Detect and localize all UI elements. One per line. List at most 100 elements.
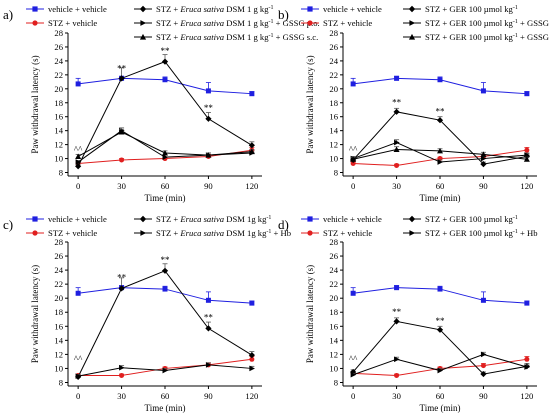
data-point: [75, 159, 82, 165]
y-tick-label: 26: [54, 251, 63, 261]
data-point: [249, 300, 255, 306]
data-point: [248, 148, 255, 155]
x-tick-label: 120: [245, 391, 258, 401]
data-point: [119, 372, 125, 378]
x-tick-label: 90: [479, 391, 488, 401]
panel-label: c): [3, 217, 13, 232]
y-tick-label: 14: [54, 335, 63, 345]
y-axis-label: Paw withdrawal latency (s): [30, 265, 40, 363]
series-2-legend-part: -1: [513, 215, 518, 221]
series-1-legend-text: STZ + vehicle: [48, 228, 97, 238]
series-3-legend-part: DSM 1g kg: [224, 228, 267, 238]
series-2-legend-part: DSM 1g kg: [224, 214, 267, 224]
panel-d: d) vehicle + vehicle STZ + vehicle STZ + GE…: [278, 214, 538, 413]
series-3-legend-part: STZ + GER 100 µmol kg: [425, 228, 514, 238]
legend-entry: STZ + GER 100 µmol kg-1 + GSSG p.o.: [403, 18, 550, 28]
series-0-legend-text: vehicle + vehicle: [48, 4, 107, 14]
data-point: [350, 290, 356, 296]
y-tick-label: 26: [54, 42, 63, 52]
x-tick-label: 90: [479, 181, 488, 191]
significance-mark: ^^: [74, 144, 83, 154]
legend-marker: [140, 20, 147, 26]
series-3-legend-part: -1: [266, 229, 271, 235]
data-point: [524, 356, 530, 362]
data-point: [75, 153, 82, 159]
series-2-legend-text: STZ + GER 100 µmol kg-1: [425, 214, 518, 224]
y-tick-label: 12: [54, 140, 63, 150]
x-axis-label: Time (min): [420, 193, 461, 203]
data-point: [75, 290, 81, 296]
y-tick-label: 10: [54, 363, 63, 373]
data-point: [350, 156, 357, 162]
legend-marker: [139, 5, 147, 13]
y-tick-label: 20: [329, 84, 338, 94]
series-2-legend-part: STZ +: [156, 214, 180, 224]
series-2: [75, 54, 255, 170]
series-3-legend-part: + Hb: [518, 228, 538, 238]
significance-mark: **: [204, 103, 214, 113]
data-point: [394, 372, 400, 378]
significance-mark: ^^: [349, 144, 358, 154]
legend-marker: [409, 230, 416, 236]
data-point: [119, 364, 125, 371]
y-tick-label: 10: [329, 154, 338, 164]
series-4-legend-part: + GSSG s.c.: [274, 32, 319, 42]
x-tick-label: 30: [117, 391, 126, 401]
y-tick-label: 26: [329, 42, 338, 52]
x-tick-label: 0: [351, 181, 355, 191]
data-point: [119, 157, 125, 163]
data-point: [436, 117, 444, 124]
y-tick-label: 28: [329, 237, 338, 247]
x-axis-label: Time (min): [420, 403, 461, 413]
legend-marker: [408, 33, 416, 40]
significance-mark: ^^: [349, 354, 358, 364]
data-point: [162, 149, 168, 156]
legend-entry: STZ + GER 100 µmol kg-1 + GSSG s.c.: [403, 32, 550, 42]
series-4-legend-part: -1: [269, 33, 274, 39]
series-3-legend-text: STZ + GER 100 µmol kg-1 + Hb: [425, 228, 538, 238]
legend-marker: [409, 20, 416, 26]
series-3-legend-part: + Hb: [271, 228, 291, 238]
y-tick-label: 20: [54, 84, 63, 94]
y-tick-label: 22: [329, 70, 338, 80]
data-point: [480, 297, 486, 303]
legend-marker: [32, 230, 38, 236]
data-point: [248, 142, 255, 149]
y-tick-label: 12: [329, 349, 338, 359]
series-2-legend-part: STZ + GER 100 µmol kg: [425, 4, 514, 14]
data-point: [393, 146, 400, 152]
series-3-legend-part: Eruca sativa: [179, 18, 224, 28]
series-3-legend-text: STZ + Eruca sativa DSM 1 g kg-1 + GSSG p…: [156, 18, 320, 28]
series-3-legend-part: Eruca sativa: [179, 228, 224, 238]
series-4-legend-part: -1: [513, 33, 518, 39]
data-point: [437, 286, 443, 292]
legend-marker: [307, 6, 313, 12]
legend-entry: STZ + vehicle: [301, 18, 372, 28]
y-tick-label: 14: [54, 126, 63, 136]
y-tick-label: 22: [54, 279, 63, 289]
legend-marker: [32, 216, 38, 222]
data-point: [162, 367, 169, 374]
y-tick-label: 28: [329, 28, 338, 38]
series-0: [350, 75, 530, 97]
data-point: [480, 363, 486, 369]
legend-marker: [139, 215, 147, 223]
y-tick-label: 26: [329, 251, 338, 261]
series-4-legend-text: STZ + Eruca sativa DSM 1 g kg-1 + GSSG s…: [156, 32, 318, 42]
legend-entry: STZ + Eruca sativa DSM 1g kg-1: [134, 214, 271, 224]
legend-entry: STZ + Eruca sativa DSM 1 g kg-1 + GSSG p…: [134, 18, 320, 28]
legend-entry: STZ + GER 100 µmol kg-1: [403, 4, 518, 14]
significance-mark: **: [392, 307, 402, 317]
series-0-legend-text: vehicle + vehicle: [48, 214, 107, 224]
legend-entry: STZ + vehicle: [26, 228, 97, 238]
data-point: [524, 364, 530, 370]
series-3-legend-part: + GSSG p.o.: [518, 18, 550, 28]
series-3-legend-text: STZ + Eruca sativa DSM 1g kg-1 + Hb: [156, 228, 291, 238]
x-tick-label: 90: [204, 391, 213, 401]
series-2-legend-part: STZ +: [156, 4, 180, 14]
significance-mark: **: [392, 98, 402, 108]
y-tick-label: 18: [329, 98, 338, 108]
data-point: [524, 91, 530, 97]
significance-mark: **: [204, 313, 214, 323]
data-point: [437, 77, 443, 83]
